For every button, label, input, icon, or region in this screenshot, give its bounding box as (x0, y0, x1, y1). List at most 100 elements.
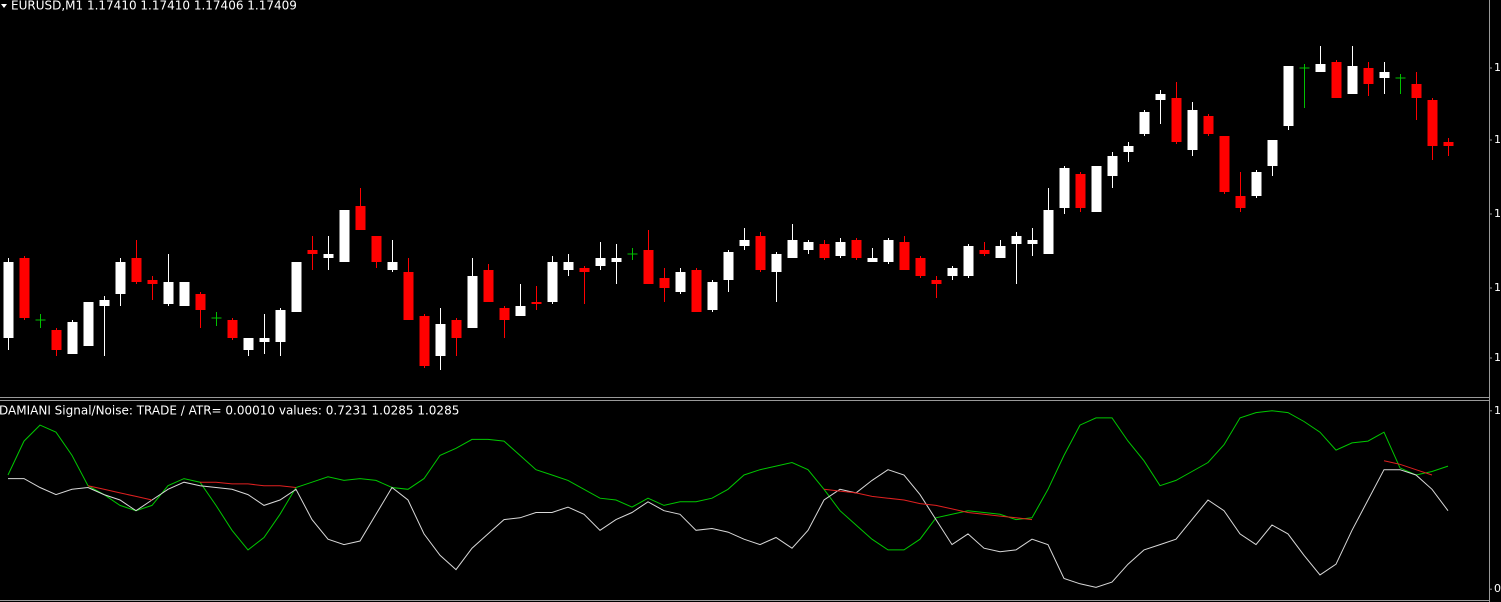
candle-body (115, 262, 126, 294)
candle-body (1379, 72, 1390, 78)
y-tick-label: 1.17338 (1494, 281, 1501, 294)
candle-body (227, 320, 238, 338)
candle-body (1107, 156, 1118, 176)
candle-body (131, 258, 142, 282)
candle-body (803, 242, 814, 250)
candle-body (195, 294, 206, 310)
candle-body (563, 262, 574, 270)
candle-body (163, 282, 174, 304)
candle-body (1283, 66, 1294, 126)
candle-body (771, 254, 782, 272)
candle-body (867, 258, 878, 262)
candle-body (1027, 240, 1038, 244)
candle-body (51, 330, 62, 350)
candle-body (947, 268, 958, 276)
y-tick-label: 1.17412 (1494, 133, 1501, 146)
candle-body (707, 282, 718, 310)
candle-body (979, 250, 990, 254)
candle-body (1091, 166, 1102, 212)
candle-body (1267, 140, 1278, 166)
candle-body (899, 242, 910, 270)
candle-body (419, 316, 430, 366)
candle-body (1059, 168, 1070, 208)
candle-body (1187, 110, 1198, 150)
candle-body (307, 250, 318, 254)
candle-body (723, 252, 734, 280)
candle-body (387, 262, 398, 270)
candle-body (611, 258, 622, 262)
y-tick-label: 1.17375 (1494, 207, 1501, 220)
menu-arrow[interactable] (1, 4, 7, 8)
y-tick-label: 0 (1494, 582, 1501, 595)
candle-body (483, 270, 494, 302)
candle-body (1443, 142, 1454, 146)
candle-body (531, 302, 542, 304)
candle-body (691, 270, 702, 312)
y-tick-label: 1.17448 (1494, 61, 1501, 74)
candle-body (355, 206, 366, 230)
candle-body (371, 236, 382, 262)
candle-body (1427, 100, 1438, 146)
candle-body (739, 240, 750, 246)
candle-body (643, 250, 654, 284)
candle-body (675, 272, 686, 292)
candle-body (995, 246, 1006, 258)
candle-body (963, 246, 974, 276)
candle-body (1043, 210, 1054, 254)
candle-body (403, 272, 414, 320)
indicator-line (7, 410, 1449, 551)
candle-body (787, 240, 798, 258)
candle-body (1363, 68, 1374, 84)
candle-body (595, 258, 606, 266)
candle-body (515, 306, 526, 316)
candle-body (659, 278, 670, 288)
candle-body (1235, 196, 1246, 208)
candle-body (291, 262, 302, 312)
candle-body (1347, 66, 1358, 94)
candle-body (1011, 236, 1022, 244)
y-tick-label: 1.17303 (1494, 351, 1501, 364)
candle-body (755, 236, 766, 270)
candle-body (547, 262, 558, 302)
candle-body (835, 242, 846, 256)
candle-body (1315, 64, 1326, 72)
candle-body (499, 308, 510, 320)
candle-body (1411, 84, 1422, 98)
candle-body (1075, 174, 1086, 208)
candle-body (179, 282, 190, 306)
candle-body (1155, 94, 1166, 100)
candle-body (259, 338, 270, 342)
candle-body (435, 324, 446, 356)
candle-body (1203, 116, 1214, 134)
candle-body (451, 320, 462, 338)
candle-body (1219, 136, 1230, 192)
candle-body (1139, 112, 1150, 134)
candle-body (3, 262, 14, 338)
candle-body (915, 258, 926, 276)
candle-body (579, 268, 590, 272)
candle-body (819, 244, 830, 258)
candle-body (147, 280, 158, 284)
candle-body (83, 302, 94, 346)
candle-body (67, 322, 78, 354)
candle-body (1251, 172, 1262, 196)
candle-body (339, 210, 350, 262)
indicator-label: DAMIANI Signal/Noise: TRADE / ATR= 0.000… (0, 404, 459, 418)
candle-body (851, 240, 862, 258)
candle-body (243, 338, 254, 350)
indicator-line (8, 469, 1449, 588)
candle-body (99, 300, 110, 306)
candle-body (323, 254, 334, 258)
candle-body (883, 240, 894, 262)
candle-body (467, 276, 478, 328)
candle-body (1171, 98, 1182, 142)
candle-body (19, 258, 30, 318)
candle-body (275, 310, 286, 342)
chart-header: EURUSD,M1 1.17410 1.17410 1.17406 1.1740… (11, 0, 297, 13)
candle-body (1123, 146, 1134, 152)
candle-body (931, 280, 942, 284)
y-tick-label: 1 (1494, 404, 1501, 417)
indicator-line (87, 460, 1433, 521)
